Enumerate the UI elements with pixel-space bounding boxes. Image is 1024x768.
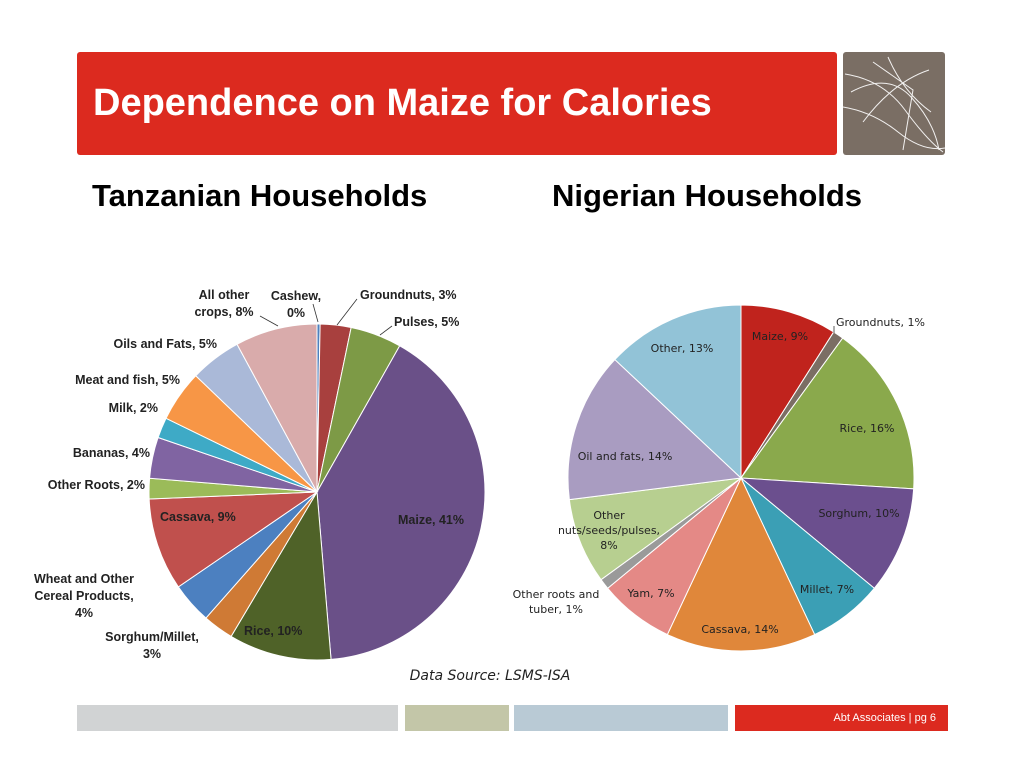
pie-slice-rice — [740, 337, 915, 490]
nigeria-pie: Maize, 9% Groundnuts, 1% Rice, 16% Sorghum,… — [513, 304, 925, 652]
slice-label: All other crops, 8% — [194, 288, 253, 319]
leader-line — [312, 303, 319, 323]
pie-slice-other — [614, 304, 742, 480]
pie-slice-maize — [740, 304, 835, 480]
slice-label: Pulses, 5% — [394, 315, 459, 329]
slide-title: Dependence on Maize for Calories — [93, 82, 712, 124]
slice-label: Millet, 7% — [800, 583, 854, 596]
leader-line — [259, 315, 279, 327]
slice-label: Sorghum/Millet, 3% — [105, 630, 199, 661]
title-bar: Dependence on Maize for Calories — [77, 52, 837, 155]
pie-slice-cassava — [666, 476, 816, 652]
footer-bar-gray — [77, 705, 398, 731]
slice-label: Rice, 16% — [840, 422, 895, 435]
slice-label: Groundnuts, 3% — [360, 288, 457, 302]
slice-label: Bananas, 4% — [73, 446, 150, 460]
pie-slice-maize — [316, 345, 486, 660]
tanzania-pie: Cashew, 0% Groundnuts, 3% Pulses, 5% Maize, … — [34, 288, 486, 661]
slice-label: Yam, 7% — [626, 587, 674, 600]
footer-bar-blue — [514, 705, 728, 731]
footer-text: Abt Associates | pg 6 — [833, 712, 936, 724]
slice-label: Meat and fish, 5% — [75, 373, 180, 387]
slice-label: Other nuts/seeds/pulses, 8% — [558, 509, 660, 552]
slice-label: Rice, 10% — [244, 624, 302, 638]
slice-label: Cassava, 9% — [160, 510, 236, 524]
pie-slice-rice — [230, 490, 332, 661]
slice-label: Other, 13% — [651, 342, 714, 355]
leader-line — [336, 298, 358, 326]
slice-label: Other roots and tuber, 1% — [513, 588, 600, 616]
slice-label: Cashew, 0% — [271, 289, 321, 320]
slice-label: Wheat and Other Cereal Products, 4% — [34, 572, 134, 620]
slice-label: Cassava, 14% — [701, 623, 778, 636]
slice-label: Maize, 41% — [398, 513, 464, 527]
footer-bar-red: Abt Associates | pg 6 — [735, 705, 948, 731]
slice-label: Oil and fats, 14% — [578, 450, 673, 463]
logo-lines-icon — [843, 56, 945, 153]
logo-box — [843, 52, 945, 155]
footer-bar-olive — [405, 705, 509, 731]
slice-label: Other Roots, 2% — [48, 478, 145, 492]
slice-label: Groundnuts, 1% — [836, 316, 925, 329]
pie-slice-oil-and-fats — [567, 358, 743, 501]
pie-slice-cassava — [148, 491, 319, 588]
pie-slice-sorghum — [739, 477, 915, 589]
nigeria-chart-title: Nigerian Households — [552, 178, 863, 213]
pie-slice-all-other-crops — [236, 323, 318, 493]
leader-line — [379, 325, 393, 336]
tanzania-chart-title: Tanzanian Households — [92, 178, 428, 213]
slice-label: Sorghum, 10% — [818, 507, 899, 520]
data-source: Data Source: LSMS-ISA — [409, 668, 571, 684]
slice-label: Maize, 9% — [752, 330, 808, 343]
slice-label: Milk, 2% — [109, 401, 158, 415]
slice-label: Oils and Fats, 5% — [113, 337, 217, 351]
